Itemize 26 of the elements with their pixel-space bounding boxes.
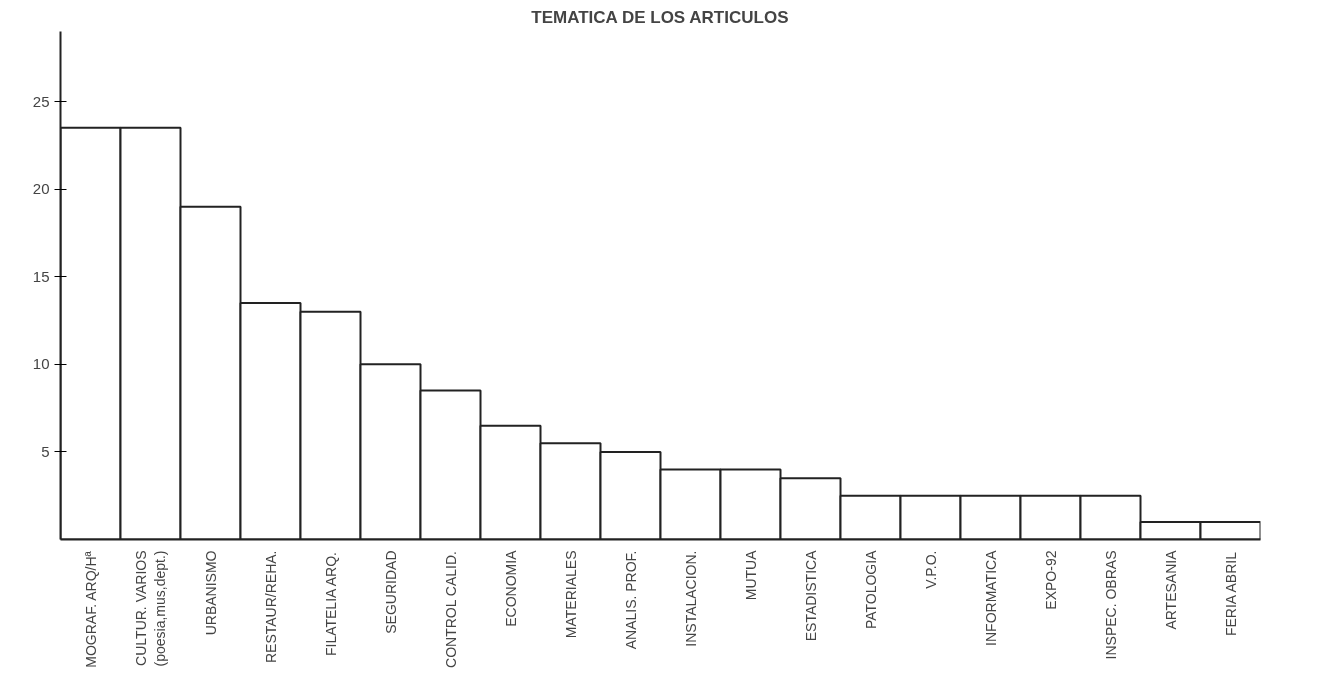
x-tick-label: INSPEC. OBRAS bbox=[1102, 550, 1119, 660]
y-tick-label: 15 bbox=[32, 267, 50, 285]
x-tick-label: RESTAUR/REHA. bbox=[262, 550, 279, 664]
x-tick-label: MOGRAF. ARQ/Hª bbox=[82, 550, 99, 668]
x-tick-label: MUTUA bbox=[742, 549, 759, 601]
x-tick-label: INSTALACION. bbox=[682, 550, 699, 647]
y-tick-label: 20 bbox=[32, 180, 50, 198]
y-tick-label: 5 bbox=[41, 442, 50, 460]
x-tick-label: INFORMATICA bbox=[982, 549, 999, 646]
x-tick-label: CONTROL CALID. bbox=[442, 551, 459, 668]
x-tick-label: URBANISMO bbox=[202, 550, 219, 636]
x-tick-label: SEGURIDAD bbox=[382, 550, 399, 634]
x-tick-label: ESTADISTICA bbox=[802, 549, 819, 642]
x-tick-label: ARTESANIA bbox=[1162, 549, 1179, 630]
x-tick-label: ANALIS. PROF. bbox=[622, 550, 639, 650]
y-tick-label: 10 bbox=[32, 355, 50, 373]
y-tick-label: 25 bbox=[32, 92, 50, 110]
x-tick-label: PATOLOGIA bbox=[862, 549, 879, 630]
x-tick-label: EXPO-92 bbox=[1042, 550, 1059, 610]
x-tick-label: ECONOMIA bbox=[502, 549, 519, 627]
x-tick-label: FILATELIA ARQ. bbox=[322, 552, 339, 657]
x-tick-label: V.P.O. bbox=[922, 550, 939, 589]
x-tick-label: CULTUR. VARIOS (poesia,mus,dept.) bbox=[132, 550, 169, 667]
x-tick-label: FERIA ABRIL bbox=[1222, 551, 1239, 637]
x-tick-label: MATERIALES bbox=[562, 550, 579, 639]
chart-title: TEMATICA DE LOS ARTICULOS bbox=[531, 7, 789, 27]
